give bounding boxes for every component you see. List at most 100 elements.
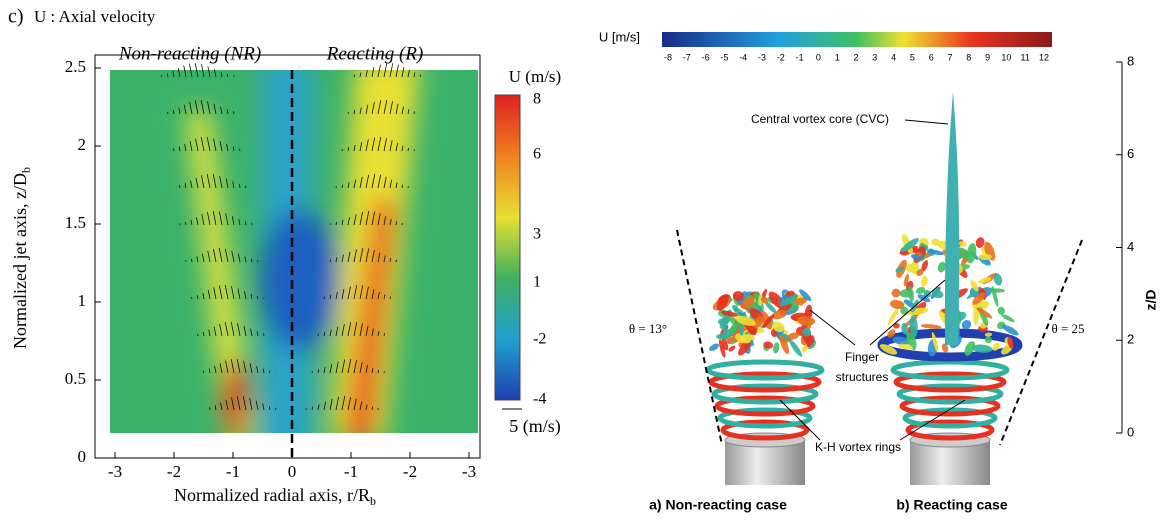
- vector: [347, 147, 350, 152]
- vector: [383, 216, 387, 226]
- vector: [317, 369, 320, 374]
- vortex-tube: [1007, 336, 1014, 349]
- vector: [219, 175, 223, 189]
- vortex-tube: [964, 341, 976, 356]
- colorbar-tick-label: 1: [533, 274, 541, 291]
- colorbar-tick-label: -2: [533, 331, 546, 348]
- vector: [371, 249, 375, 263]
- vector: [257, 295, 259, 300]
- vector: [341, 184, 344, 189]
- vector: [250, 258, 253, 263]
- frame: [94, 54, 481, 459]
- vortex-tube: [740, 296, 755, 309]
- vector: [172, 109, 175, 115]
- vector: [371, 211, 376, 226]
- vector: [329, 364, 333, 374]
- vector: [208, 368, 211, 374]
- y-tick-label: 2: [78, 135, 87, 154]
- vortex-tube: [910, 254, 922, 261]
- vector: [377, 369, 379, 374]
- colorbar-tick-label: 7: [947, 52, 952, 62]
- vector: [347, 182, 350, 189]
- z-tick-label: 0: [1127, 424, 1134, 439]
- vector: [236, 396, 241, 411]
- vortex-tube: [988, 288, 1005, 293]
- vector: [226, 109, 229, 115]
- spread-lines: [676, 229, 1083, 446]
- vector: [359, 362, 363, 374]
- vortex-tube: [771, 309, 787, 320]
- vortex-tube: [735, 315, 756, 327]
- vector: [213, 326, 217, 337]
- vector: [395, 221, 398, 226]
- vector: [335, 221, 337, 226]
- vector: [207, 101, 211, 115]
- vortex-tube: [926, 249, 945, 256]
- vector: [236, 359, 241, 374]
- annotation: K-H vortex rings: [815, 440, 901, 454]
- vector: [347, 358, 352, 374]
- vector: [224, 284, 229, 300]
- vector: [335, 326, 339, 337]
- vector: [329, 294, 332, 300]
- vortex-tube: [887, 307, 899, 326]
- vector: [353, 214, 357, 226]
- vector: [389, 140, 393, 152]
- vector: [230, 322, 235, 337]
- vector: [207, 250, 211, 263]
- vectors: [161, 62, 421, 411]
- vector: [226, 144, 229, 152]
- vector: [377, 174, 382, 189]
- vector: [365, 104, 369, 115]
- vortex-tube: [978, 277, 992, 284]
- colorbar-tick-label: 1: [835, 52, 840, 62]
- vector: [263, 333, 265, 337]
- vortex-tube: [907, 285, 914, 302]
- vortex-ring: [905, 419, 995, 441]
- vector: [213, 103, 217, 115]
- vector: [395, 143, 398, 152]
- vector-scale: 5 (m/s): [509, 416, 561, 437]
- vector: [335, 292, 338, 300]
- vector: [317, 404, 320, 411]
- vortex-tube: [920, 324, 942, 329]
- vector: [207, 66, 211, 78]
- vector: [353, 285, 358, 300]
- vortex-tube: [893, 323, 900, 329]
- vector: [219, 141, 223, 152]
- vortex-tube: [901, 322, 909, 335]
- vortex-tube: [806, 335, 815, 348]
- x-tick-label: -1: [226, 462, 240, 481]
- vector: [401, 184, 404, 189]
- vector: [329, 329, 332, 337]
- vector: [212, 210, 217, 226]
- vector: [202, 292, 205, 300]
- vector: [219, 363, 223, 374]
- vector: [238, 218, 241, 226]
- annotation: structures: [836, 370, 889, 384]
- vector: [389, 101, 393, 115]
- vector: [371, 289, 375, 300]
- colorbar-tick-label: 10: [1001, 52, 1011, 62]
- vector: [212, 248, 217, 263]
- vector: [190, 180, 193, 189]
- vector: [353, 249, 357, 263]
- vector: [262, 403, 265, 411]
- colorbar-tick-label: 11: [1021, 52, 1030, 62]
- vector: [190, 219, 193, 226]
- vortex-tube: [984, 241, 996, 261]
- vector: [407, 70, 410, 78]
- vector: [262, 368, 265, 374]
- annotation: θ = 25: [1051, 321, 1084, 336]
- vector: [195, 177, 199, 189]
- x-tick-label: 0: [288, 462, 297, 481]
- vector: [371, 137, 376, 152]
- vector: [225, 178, 229, 189]
- vector: [255, 400, 259, 411]
- vortex-tube: [931, 289, 944, 299]
- vector: [347, 251, 351, 263]
- vector: [166, 73, 169, 78]
- vortex-tube: [966, 243, 977, 264]
- y-tick-label: 0: [78, 447, 87, 466]
- vector: [201, 214, 205, 226]
